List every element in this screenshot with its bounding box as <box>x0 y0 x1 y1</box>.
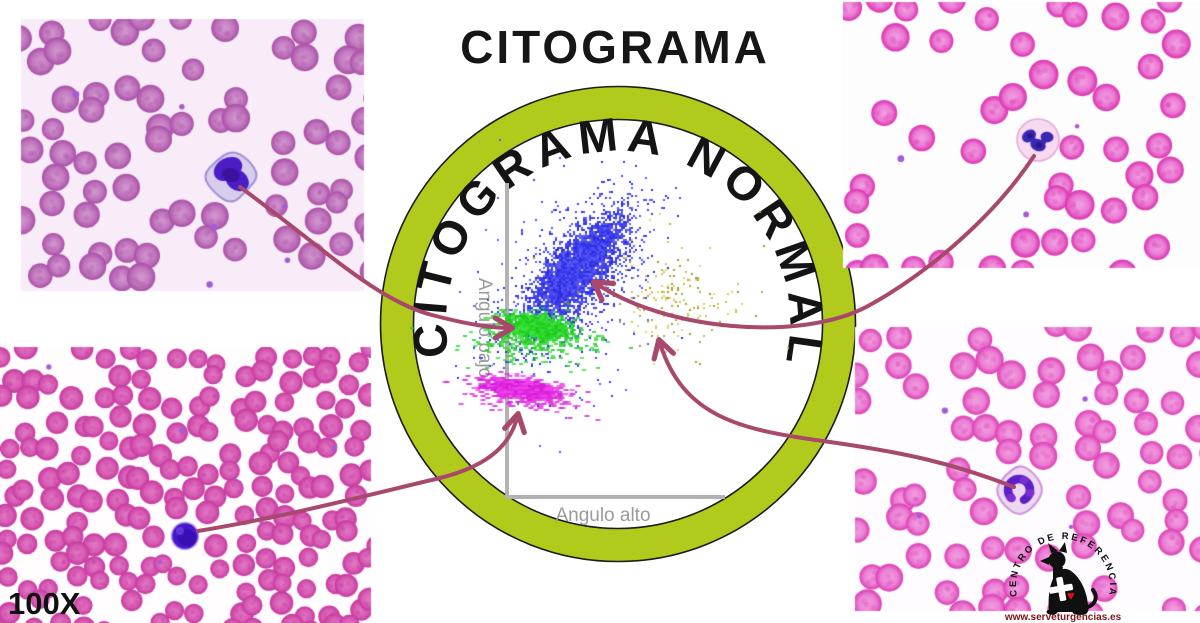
website-url: www.serveturgencias.es <box>1004 612 1122 623</box>
magnification-label: 100X <box>8 586 81 621</box>
dog-silhouette <box>1040 542 1098 615</box>
arrow-lymphocyte-to-magenta-cluster <box>196 411 527 533</box>
arrow-monocyte-to-green-cluster <box>238 185 515 341</box>
cross-icon <box>1048 576 1074 602</box>
arrow-cell-to-yellow-cluster <box>651 337 1016 489</box>
arrow-neutrophil-to-blue-cluster <box>591 154 1036 330</box>
heart-icon: ♥ <box>1067 588 1075 603</box>
reference-center-logo: CENTRO DE REFERENCIA ♥ www.serveturgenci… <box>1004 531 1122 623</box>
page-title: CITOGRAMA <box>460 21 770 73</box>
